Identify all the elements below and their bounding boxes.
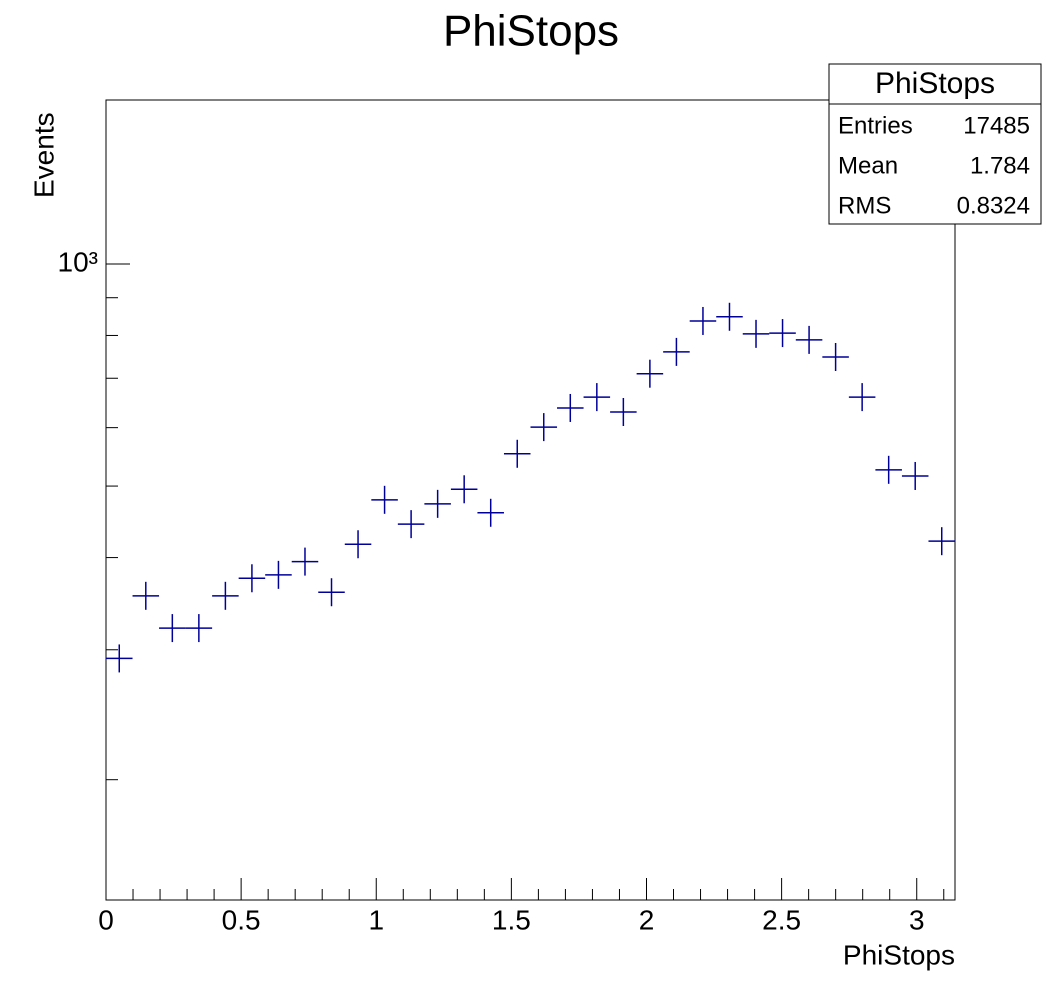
bin-marker bbox=[557, 393, 584, 422]
bin-marker bbox=[185, 614, 213, 643]
bin-marker bbox=[530, 413, 558, 442]
x-tick-label: 0 bbox=[98, 904, 114, 935]
bin-marker bbox=[106, 644, 133, 673]
x-tick-label: 1.5 bbox=[492, 904, 531, 935]
stats-value: 0.8324 bbox=[957, 192, 1030, 219]
x-tick-label: 3 bbox=[909, 904, 925, 935]
bin-marker bbox=[689, 306, 717, 335]
bin-marker bbox=[901, 461, 929, 490]
x-tick-label: 2.5 bbox=[762, 904, 801, 935]
bin-marker bbox=[822, 342, 849, 371]
bin-marker bbox=[848, 383, 876, 412]
bin-marker bbox=[318, 578, 345, 607]
stats-box: PhiStops Entries 17485 Mean 1.784 RMS 0.8324 bbox=[828, 63, 1042, 225]
bin-marker bbox=[344, 530, 372, 559]
bin-marker bbox=[742, 319, 770, 348]
bin-marker bbox=[291, 547, 319, 576]
stats-value: 17485 bbox=[963, 112, 1030, 139]
x-tick-label: 1 bbox=[368, 904, 384, 935]
bin-marker bbox=[265, 560, 292, 589]
x-axis-label: PhiStops bbox=[843, 939, 955, 970]
bin-marker bbox=[424, 489, 451, 518]
bin-marker bbox=[795, 325, 823, 354]
bin-marker bbox=[610, 398, 637, 427]
stats-value: 1.784 bbox=[970, 152, 1030, 179]
chart-title: PhiStops bbox=[443, 7, 619, 56]
stats-frame bbox=[828, 63, 1042, 225]
x-tick-label: 2 bbox=[639, 904, 655, 935]
y-axis-label: Events bbox=[28, 112, 59, 198]
bin-marker bbox=[503, 439, 531, 468]
stats-label: Mean bbox=[838, 152, 898, 179]
x-tick-label: 0.5 bbox=[222, 904, 261, 935]
bin-marker bbox=[397, 510, 425, 539]
bin-marker bbox=[450, 475, 478, 504]
y-tick-label: 10³ bbox=[58, 246, 98, 277]
bin-marker bbox=[769, 319, 796, 348]
bin-marker bbox=[583, 383, 611, 412]
bin-marker bbox=[159, 614, 186, 643]
bin-marker bbox=[875, 455, 902, 484]
bin-marker bbox=[928, 527, 955, 556]
plot-frame bbox=[105, 99, 956, 901]
bin-marker bbox=[477, 498, 504, 527]
stats-label: Entries bbox=[838, 112, 913, 139]
stats-title: PhiStops bbox=[875, 67, 995, 100]
bin-marker bbox=[663, 337, 690, 366]
stats-label: RMS bbox=[838, 192, 891, 219]
bin-marker bbox=[716, 302, 743, 331]
bin-marker bbox=[132, 581, 160, 610]
bin-marker bbox=[636, 359, 664, 388]
bin-marker bbox=[212, 581, 239, 610]
bin-marker bbox=[371, 485, 398, 514]
bin-marker bbox=[238, 564, 266, 593]
